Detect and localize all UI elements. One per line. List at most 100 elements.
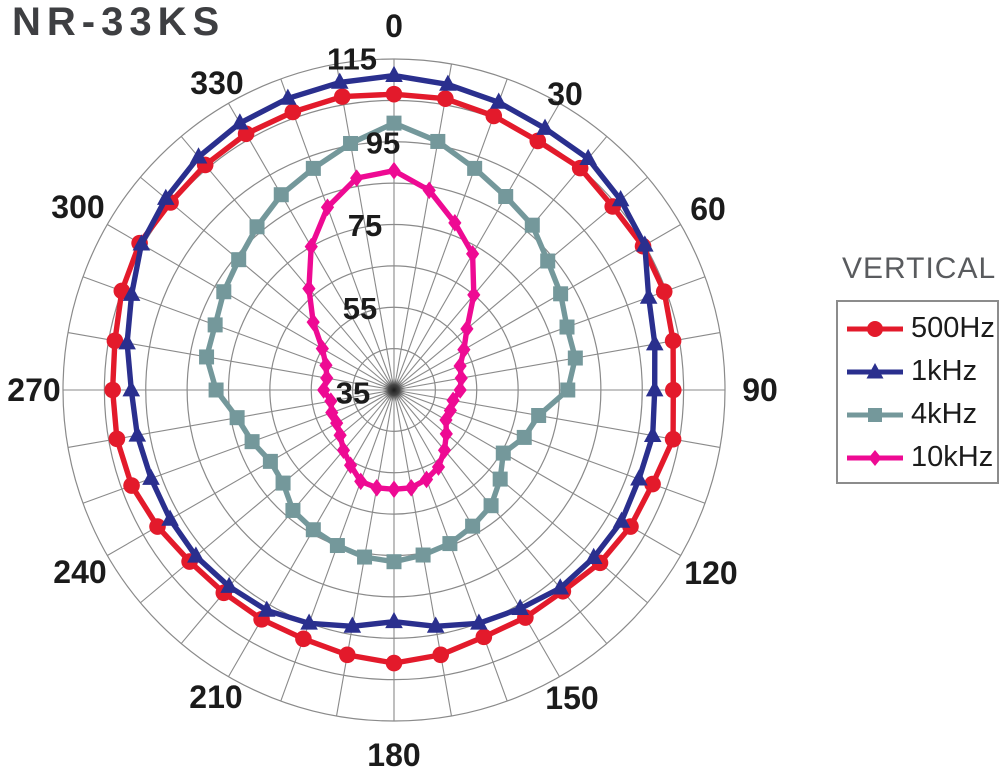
- series-point-1khz: [220, 576, 238, 593]
- series-point-4khz: [249, 219, 265, 235]
- series-point-500hz: [432, 646, 450, 664]
- series-point-10khz: [466, 245, 480, 263]
- series-point-1khz: [551, 578, 570, 595]
- series-point-10khz: [422, 181, 436, 200]
- series-point-4khz: [531, 408, 547, 424]
- grid-spoke: [393, 103, 560, 391]
- series-point-1khz: [630, 469, 648, 486]
- series-point-500hz: [149, 518, 166, 535]
- angle-tick-label-300: 300: [51, 189, 104, 225]
- series-point-10khz: [467, 286, 481, 304]
- series-point-10khz: [431, 458, 446, 476]
- series-point-4khz: [524, 217, 540, 233]
- series-point-4khz: [415, 547, 431, 563]
- series-point-10khz: [370, 478, 384, 497]
- series-point-10khz: [404, 478, 418, 497]
- angle-tick-label-120: 120: [684, 555, 737, 591]
- series-point-4khz: [231, 252, 247, 268]
- series-point-4khz: [199, 349, 215, 365]
- series-point-1khz: [645, 334, 664, 351]
- legend-label: 4kHz: [911, 398, 978, 430]
- angle-tick-label-210: 210: [189, 679, 242, 715]
- series-point-1khz: [611, 190, 630, 207]
- series-point-1khz: [470, 613, 488, 630]
- series-point-500hz: [333, 88, 351, 105]
- series-point-1khz: [636, 235, 654, 252]
- series-point-500hz: [106, 332, 124, 350]
- series-point-10khz: [419, 470, 434, 489]
- series-point-500hz: [437, 90, 454, 107]
- series-point-1khz: [231, 113, 249, 130]
- series-point-4khz: [483, 498, 499, 514]
- series-point-4khz: [229, 410, 245, 426]
- series-point-4khz: [442, 536, 458, 552]
- series-point-4khz: [553, 286, 569, 302]
- series-point-10khz: [439, 411, 453, 429]
- series-point-10khz: [437, 441, 452, 460]
- series-point-1khz: [189, 147, 208, 164]
- series-point-1khz: [122, 380, 141, 397]
- series-point-500hz: [655, 283, 673, 300]
- grid-spoke: [393, 136, 608, 391]
- series-point-4khz: [386, 115, 402, 131]
- series-point-4khz: [285, 502, 301, 518]
- grid-spoke: [280, 78, 395, 391]
- legend-label: 500Hz: [911, 312, 995, 344]
- series-point-10khz: [304, 237, 318, 256]
- series-point-10khz: [460, 320, 474, 338]
- series-point-10khz: [324, 392, 338, 410]
- series-point-500hz: [237, 125, 255, 143]
- angle-tick-label-150: 150: [545, 680, 598, 716]
- series-point-4khz: [305, 522, 321, 538]
- legend-item-500hz: 500Hz: [838, 307, 997, 350]
- grid-spoke: [180, 136, 395, 391]
- series-point-10khz: [457, 340, 471, 359]
- series-point-10khz: [387, 161, 401, 180]
- series-point-10khz: [454, 369, 468, 387]
- series-point-1khz: [122, 284, 141, 301]
- series-point-10khz: [453, 381, 467, 399]
- series-point-10khz: [330, 414, 344, 432]
- series-point-10khz: [453, 357, 467, 375]
- legend-item-10khz: 10kHz: [838, 436, 997, 479]
- series-point-1khz: [187, 546, 205, 563]
- series-point-1khz: [536, 118, 554, 135]
- series-point-10khz: [319, 356, 333, 375]
- series-point-4khz: [467, 160, 483, 176]
- series-point-4khz: [567, 350, 583, 366]
- angle-tick-label-270: 270: [7, 372, 60, 408]
- series-point-1khz: [142, 468, 160, 485]
- legend-item-1khz: 1kHz: [838, 350, 997, 393]
- series-point-500hz: [664, 381, 682, 399]
- legend-label: 1kHz: [911, 355, 978, 387]
- series-point-500hz: [475, 628, 493, 646]
- series-point-1khz: [489, 92, 508, 109]
- radial-tick-label-75: 75: [348, 208, 382, 243]
- series-point-4khz: [357, 549, 373, 565]
- series-point-1khz: [118, 333, 136, 350]
- series-point-10khz: [446, 391, 460, 410]
- series-point-10khz: [320, 198, 335, 217]
- series-point-1khz: [128, 425, 147, 442]
- series-point-500hz: [104, 381, 121, 399]
- series-point-10khz: [387, 480, 401, 499]
- series-point-4khz: [492, 471, 508, 487]
- series-point-4khz: [305, 160, 321, 176]
- series-point-1khz: [257, 600, 276, 617]
- series-point-1khz: [330, 72, 349, 89]
- series-point-500hz: [664, 332, 682, 350]
- series-point-4khz: [244, 434, 260, 450]
- series-point-10khz: [354, 472, 368, 491]
- series-point-1khz: [161, 509, 179, 526]
- angle-tick-label-180: 180: [367, 737, 420, 773]
- series-point-10khz: [306, 313, 320, 331]
- series-point-1khz: [279, 88, 297, 105]
- series-point-1khz: [156, 188, 175, 205]
- series-point-1khz: [300, 613, 318, 630]
- angle-tick-label-60: 60: [690, 191, 726, 227]
- grid-spoke: [393, 389, 648, 604]
- angle-tick-label-240: 240: [53, 554, 106, 590]
- series-point-10khz: [439, 425, 453, 443]
